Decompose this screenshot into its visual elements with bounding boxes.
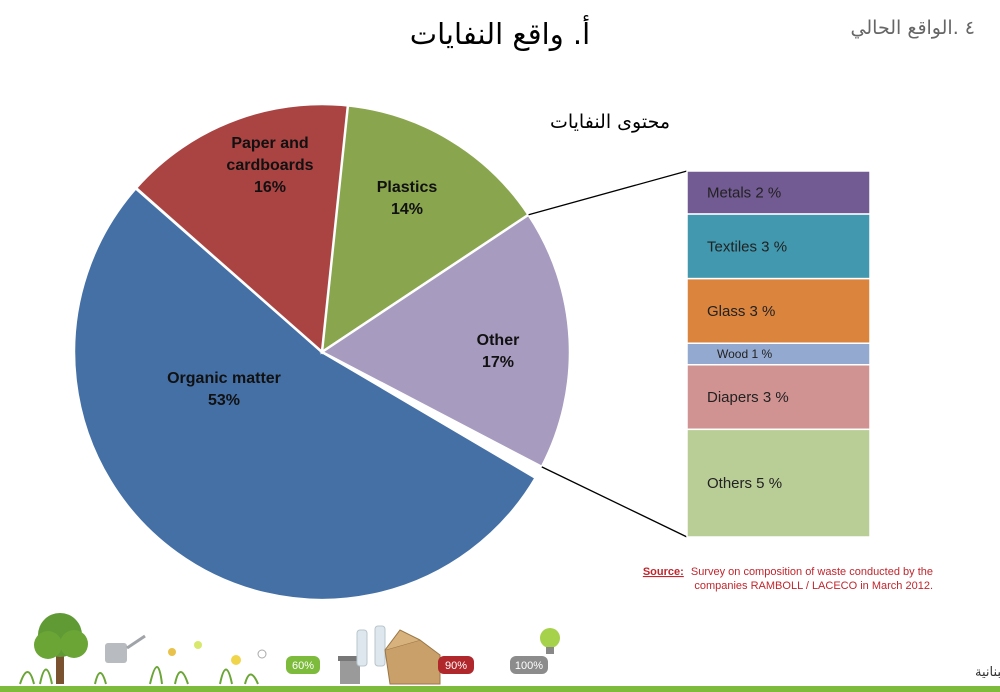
- pie-chart: Organic matter 53%Paper and cardboards 16% P…: [72, 102, 572, 602]
- breakdown-bar: Metals 2 % Textiles 3 % Glass 3 % Wood 1 % D…: [686, 170, 871, 538]
- lightbulb-icon: [540, 628, 560, 654]
- flowers-icon: [168, 641, 267, 665]
- pie-label-line: 53%: [208, 392, 240, 409]
- footer-decoration: 60% 90% 100%: [19, 613, 560, 685]
- pie-label-paper-and-cardboards: Paper and cardboards 16%: [226, 135, 313, 196]
- breakdown-segment-diapers: [686, 364, 871, 431]
- pie-label-line: 14%: [391, 201, 423, 218]
- breakdown-label-others: Others 5 %: [707, 475, 782, 492]
- badge-60: 60%: [286, 656, 320, 674]
- pie-label-plastics: Plastics 14%: [377, 179, 438, 218]
- connector-bottom: [541, 466, 688, 538]
- pie-slice-other: [319, 213, 572, 469]
- breakdown-segment-wood: [686, 342, 871, 366]
- pie-label-line: 17%: [482, 354, 514, 371]
- badge-90: 90%: [438, 656, 474, 674]
- section-title: ٤ .الواقع الحالي: [851, 17, 975, 39]
- breakdown-connectors: [528, 170, 688, 538]
- pie-label-line: Organic matter: [167, 370, 281, 387]
- breakdown-label-diapers: Diapers 3 %: [707, 389, 789, 406]
- watering-can-icon: [105, 634, 146, 663]
- pie-label-line: Paper and: [231, 135, 308, 152]
- footer-bar: [0, 686, 1000, 692]
- bin-icon: [338, 656, 362, 684]
- grass-icon: [19, 666, 259, 685]
- breakdown-segment-textiles: [686, 213, 871, 280]
- breakdown-label-metals: Metals 2 %: [707, 185, 781, 202]
- source-label: Source:: [643, 566, 684, 578]
- pie-slice-organic-matter: [72, 186, 538, 602]
- pie-label-organic-matter: Organic matter 53%: [167, 370, 281, 409]
- badge-60-label: 60%: [292, 660, 314, 672]
- source-line-2: companies RAMBOLL / LACECO in March 2012…: [694, 580, 933, 592]
- bottles-icon: [356, 625, 386, 667]
- breakdown-label-glass: Glass 3 %: [707, 303, 775, 320]
- pie-label-line: 16%: [254, 179, 286, 196]
- source-line-1: Source: Survey on composition of waste c…: [643, 566, 933, 578]
- cardboard-box-icon: [384, 629, 441, 685]
- breakdown-label-wood: Wood 1 %: [717, 347, 772, 361]
- source-text-1: Survey on composition of waste conducted…: [691, 566, 933, 578]
- badge-90-label: 90%: [445, 660, 467, 672]
- tree-icon: [34, 613, 88, 684]
- badge-100-label: 100%: [515, 660, 543, 672]
- pie-label-line: cardboards: [226, 157, 313, 174]
- breakdown-segment-others: [686, 428, 871, 538]
- pie-label-line: Other: [477, 332, 520, 349]
- pie-label-other: Other 17%: [477, 332, 520, 371]
- connector-top: [528, 170, 688, 216]
- pie-label-line: Plastics: [377, 179, 438, 196]
- badge-100: 100%: [510, 656, 548, 674]
- pie-slice-paper-and-cardboards: [134, 102, 363, 355]
- page-title: أ. واقع النفايات: [410, 14, 590, 51]
- footer-text: الخطة المستدامة لإدارة النفايات الصلبة -…: [975, 665, 1000, 680]
- chart-title: محتوى النفايات: [550, 111, 670, 133]
- pie-slice-plastics: [320, 103, 531, 355]
- breakdown-label-textiles: Textiles 3 %: [707, 238, 787, 255]
